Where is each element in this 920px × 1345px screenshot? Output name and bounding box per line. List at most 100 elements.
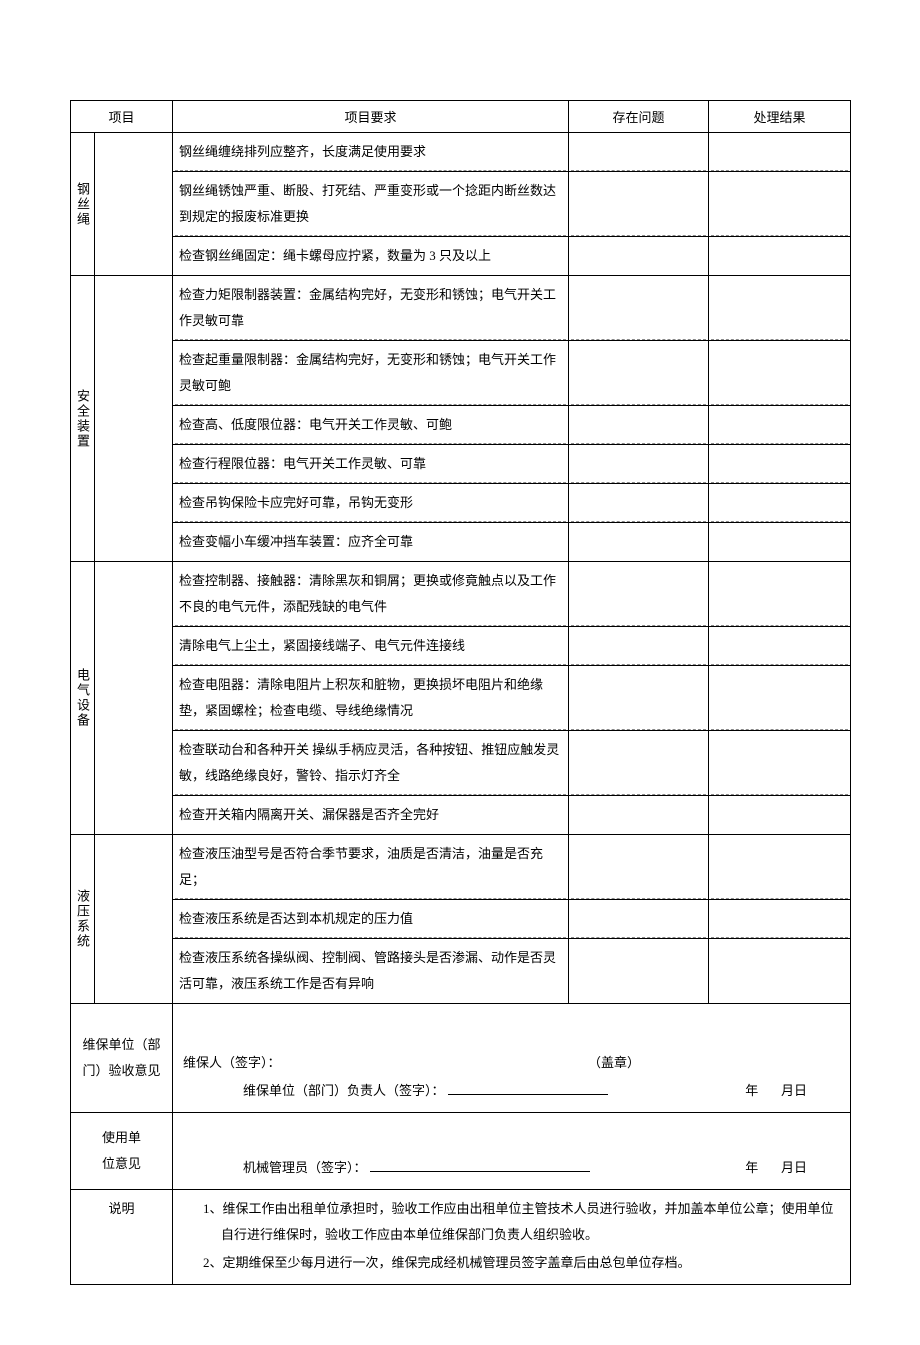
table-row: 检查高、低度限位器：电气开关工作灵敏、可鲍 — [71, 406, 851, 445]
table-row: 检查电阻器：清除电阻片上积灰和脏物，更换损坏电阻片和绝缘垫，紧固螺栓；检查电缆、… — [71, 666, 851, 731]
project-cell — [95, 562, 173, 835]
date-monthday: 月日 — [781, 1160, 807, 1175]
table-row: 液压系统 检查液压油型号是否符合季节要求，油质是否清洁，油量是否充足； — [71, 835, 851, 900]
result-cell — [709, 445, 851, 484]
table-row: 检查钢丝绳固定：绳卡螺母应拧紧，数量为 3 只及以上 — [71, 237, 851, 276]
result-cell — [709, 523, 851, 562]
issue-cell — [569, 731, 709, 796]
requirement-cell: 检查高、低度限位器：电气开关工作灵敏、可鲍 — [173, 406, 569, 445]
header-project: 项目 — [71, 101, 173, 133]
requirement-cell: 检查行程限位器：电气开关工作灵敏、可靠 — [173, 445, 569, 484]
inspection-table: 项目 项目要求 存在问题 处理结果 钢丝绳 钢丝绳缠绕排列应整齐，长度满足使用要… — [70, 100, 851, 1285]
result-cell — [709, 731, 851, 796]
notes-row: 说明 1、维保工作由出租单位承担时，验收工作应由出租单位主管技术人员进行验收，并… — [71, 1190, 851, 1285]
requirement-cell: 检查力矩限制器装置：金属结构完好，无变形和锈蚀；电气开关工作灵敏可靠 — [173, 276, 569, 341]
issue-cell — [569, 237, 709, 276]
result-cell — [709, 900, 851, 939]
issue-cell — [569, 133, 709, 172]
issue-cell — [569, 445, 709, 484]
issue-cell — [569, 835, 709, 900]
category-elec: 电气设备 — [71, 562, 95, 835]
result-cell — [709, 666, 851, 731]
requirement-cell: 检查开关箱内隔离开关、漏保器是否齐全完好 — [173, 796, 569, 835]
result-cell — [709, 172, 851, 237]
table-row: 检查起重量限制器：金属结构完好，无变形和锈蚀；电气开关工作灵敏可鲍 — [71, 341, 851, 406]
requirement-cell: 检查钢丝绳固定：绳卡螺母应拧紧，数量为 3 只及以上 — [173, 237, 569, 276]
user-content: 机械管理员（签字）： 年 月日 — [173, 1113, 851, 1190]
project-cell — [95, 276, 173, 562]
requirement-cell: 清除电气上尘土，紧固接线端子、电气元件连接线 — [173, 627, 569, 666]
machine-mgr-label: 机械管理员（签字）： — [243, 1160, 367, 1175]
result-cell — [709, 237, 851, 276]
result-cell — [709, 341, 851, 406]
issue-cell — [569, 666, 709, 731]
note-2: 2、定期维保至少每月进行一次，维保完成经机械管理员签字盖章后由总包单位存档。 — [203, 1250, 840, 1276]
maint-leader-label: 维保单位（部门）负责人（签字）： — [243, 1083, 445, 1098]
requirement-cell: 检查液压油型号是否符合季节要求，油质是否清洁，油量是否充足； — [173, 835, 569, 900]
table-row: 检查变幅小车缓冲挡车装置：应齐全可靠 — [71, 523, 851, 562]
user-opinion-row: 使用单 位意见 机械管理员（签字）： 年 月日 — [71, 1113, 851, 1190]
issue-cell — [569, 341, 709, 406]
result-cell — [709, 562, 851, 627]
requirement-cell: 检查变幅小车缓冲挡车装置：应齐全可靠 — [173, 523, 569, 562]
result-cell — [709, 939, 851, 1004]
user-label-line1: 使用单 — [77, 1125, 166, 1151]
issue-cell — [569, 276, 709, 341]
issue-cell — [569, 900, 709, 939]
table-row: 安全装置 检查力矩限制器装置：金属结构完好，无变形和锈蚀；电气开关工作灵敏可靠 — [71, 276, 851, 341]
table-row: 检查联动台和各种开关 操纵手柄应灵活，各种按钮、推钮应触发灵敏，线路绝缘良好，警… — [71, 731, 851, 796]
maint-content: 维保人（签字）： （盖章） 维保单位（部门）负责人（签字）： 年 月日 — [173, 1004, 851, 1113]
date-year: 年 — [745, 1083, 758, 1098]
requirement-cell: 检查液压系统是否达到本机规定的压力值 — [173, 900, 569, 939]
issue-cell — [569, 172, 709, 237]
notes-content: 1、维保工作由出租单位承担时，验收工作应由出租单位主管技术人员进行验收，并加盖本… — [173, 1190, 851, 1285]
result-cell — [709, 276, 851, 341]
table-row: 电气设备 检查控制器、接触器：清除黑灰和铜屑；更换或修竟触点以及工作不良的电气元… — [71, 562, 851, 627]
header-issue: 存在问题 — [569, 101, 709, 133]
header-result: 处理结果 — [709, 101, 851, 133]
issue-cell — [569, 627, 709, 666]
result-cell — [709, 484, 851, 523]
requirement-cell: 检查电阻器：清除电阻片上积灰和脏物，更换损坏电阻片和绝缘垫，紧固螺栓；检查电缆、… — [173, 666, 569, 731]
result-cell — [709, 133, 851, 172]
date-year: 年 — [745, 1160, 758, 1175]
date-monthday: 月日 — [781, 1083, 807, 1098]
requirement-cell: 检查起重量限制器：金属结构完好，无变形和锈蚀；电气开关工作灵敏可鲍 — [173, 341, 569, 406]
category-hyd: 液压系统 — [71, 835, 95, 1004]
requirement-cell: 钢丝绳缠绕排列应整齐，长度满足使用要求 — [173, 133, 569, 172]
result-cell — [709, 406, 851, 445]
category-wire: 钢丝绳 — [71, 133, 95, 276]
maint-signer-label: 维保人（签字）： — [183, 1050, 281, 1076]
issue-cell — [569, 562, 709, 627]
project-cell — [95, 133, 173, 276]
issue-cell — [569, 406, 709, 445]
table-header-row: 项目 项目要求 存在问题 处理结果 — [71, 101, 851, 133]
issue-cell — [569, 484, 709, 523]
category-safety: 安全装置 — [71, 276, 95, 562]
issue-cell — [569, 796, 709, 835]
table-row: 检查开关箱内隔离开关、漏保器是否齐全完好 — [71, 796, 851, 835]
requirement-cell: 检查控制器、接触器：清除黑灰和铜屑；更换或修竟触点以及工作不良的电气元件，添配残… — [173, 562, 569, 627]
table-row: 检查行程限位器：电气开关工作灵敏、可靠 — [71, 445, 851, 484]
table-row: 钢丝绳 钢丝绳缠绕排列应整齐，长度满足使用要求 — [71, 133, 851, 172]
note-1: 1、维保工作由出租单位承担时，验收工作应由出租单位主管技术人员进行验收，并加盖本… — [203, 1196, 840, 1248]
user-label: 使用单 位意见 — [71, 1113, 173, 1190]
maint-acceptance-row: 维保单位（部门）验收意见 维保人（签字）： （盖章） 维保单位（部门）负责人（签… — [71, 1004, 851, 1113]
result-cell — [709, 835, 851, 900]
result-cell — [709, 796, 851, 835]
project-cell — [95, 835, 173, 1004]
header-requirement: 项目要求 — [173, 101, 569, 133]
maint-label: 维保单位（部门）验收意见 — [71, 1004, 173, 1113]
issue-cell — [569, 939, 709, 1004]
requirement-cell: 检查联动台和各种开关 操纵手柄应灵活，各种按钮、推钮应触发灵敏，线路绝缘良好，警… — [173, 731, 569, 796]
table-row: 清除电气上尘土，紧固接线端子、电气元件连接线 — [71, 627, 851, 666]
table-row: 检查吊钩保险卡应完好可靠，吊钩无变形 — [71, 484, 851, 523]
signature-line — [370, 1159, 590, 1172]
issue-cell — [569, 523, 709, 562]
requirement-cell: 检查液压系统各操纵阀、控制阀、管路接头是否渗漏、动作是否灵活可靠，液压系统工作是… — [173, 939, 569, 1004]
signature-line — [448, 1082, 608, 1095]
table-row: 检查液压系统是否达到本机规定的压力值 — [71, 900, 851, 939]
result-cell — [709, 627, 851, 666]
table-row: 钢丝绳锈蚀严重、断股、打死结、严重变形或一个捻距内断丝数达到规定的报废标准更换 — [71, 172, 851, 237]
maint-seal-label: （盖章） — [588, 1050, 840, 1076]
